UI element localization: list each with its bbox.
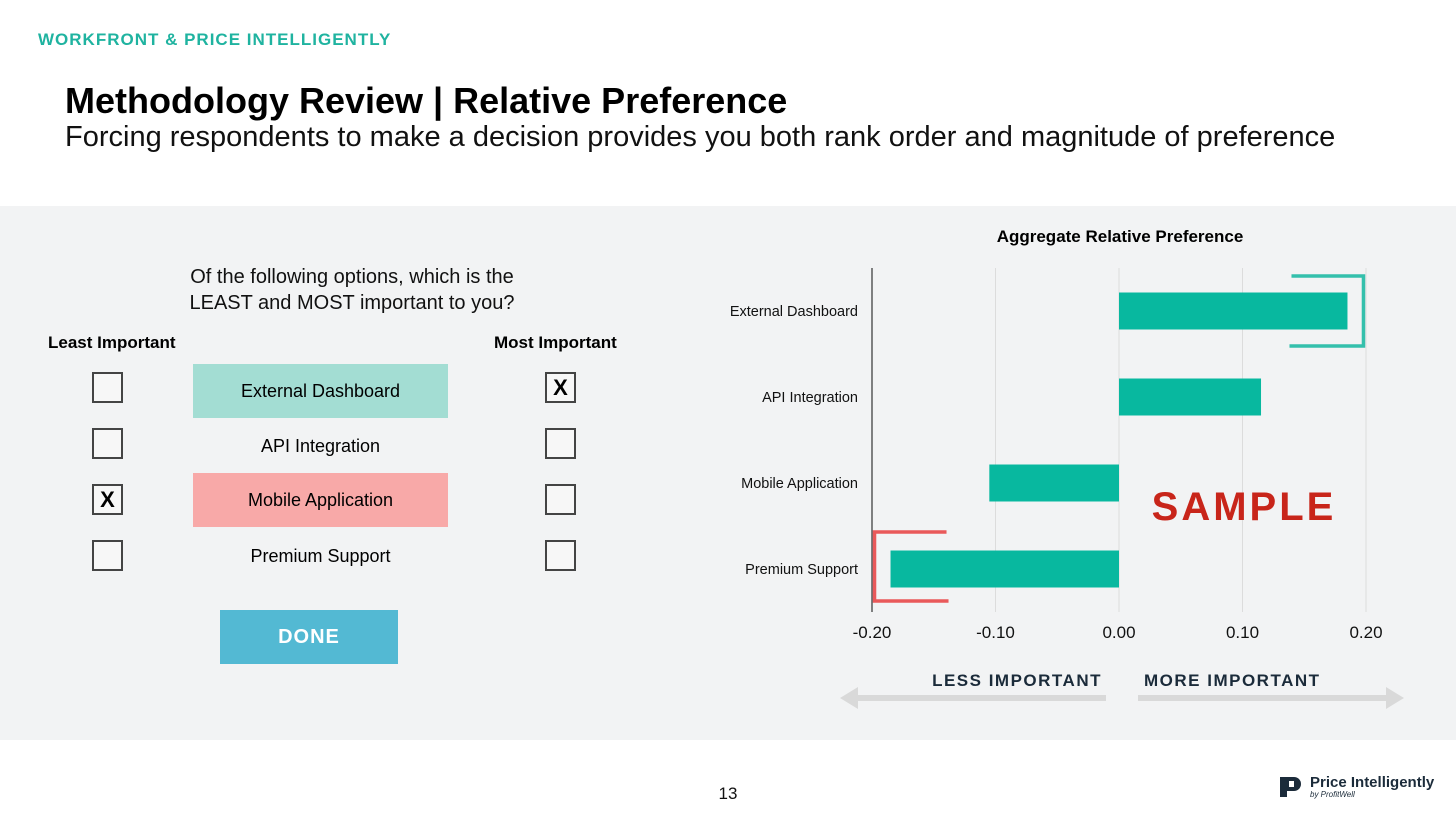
x-tick-label: 0.20 [1349, 623, 1382, 642]
more-important-label: MORE IMPORTANT [1144, 671, 1321, 690]
left-arrow-icon [840, 687, 1106, 709]
logo-sub: by ProfitWell [1310, 790, 1355, 799]
less-important-label: LESS IMPORTANT [932, 671, 1102, 690]
bar [989, 464, 1119, 502]
right-arrow-icon [1138, 687, 1404, 709]
survey-question: Of the following options, which is the L… [152, 264, 552, 316]
question-line-1: Of the following options, which is the [190, 266, 514, 288]
highlight-bracket-bottom [872, 530, 949, 603]
option-label: Premium Support [250, 545, 391, 566]
category-label: Premium Support [745, 562, 858, 578]
x-tick-label: -0.10 [976, 623, 1015, 642]
page-title: Methodology Review | Relative Preference [65, 80, 788, 121]
option-label: Mobile Application [193, 473, 448, 527]
least-checkbox[interactable] [92, 540, 123, 571]
page-subtitle: Forcing respondents to make a decision p… [65, 121, 1336, 153]
question-line-2: LEAST and MOST important to you? [189, 292, 515, 314]
least-checkbox[interactable] [92, 428, 123, 459]
most-checkbox[interactable] [545, 428, 576, 459]
most-important-header: Most Important [494, 333, 617, 352]
most-checkbox[interactable]: X [545, 372, 576, 403]
eyebrow: WORKFRONT & PRICE INTELLIGENTLY [38, 30, 392, 49]
highlight-bracket-top [1289, 274, 1366, 348]
least-checkbox[interactable] [92, 372, 123, 403]
logo-name: Price Intelligently [1310, 774, 1435, 791]
most-checkbox[interactable] [545, 484, 576, 515]
category-label: External Dashboard [730, 304, 858, 320]
relative-preference-chart: External Dashboard API Integration Mobile … [730, 268, 1404, 709]
x-tick-label: 0.10 [1226, 623, 1259, 642]
brand-logo: Price Intelligently by ProfitWell [1278, 774, 1434, 800]
least-checkbox[interactable]: X [92, 484, 123, 515]
most-checkbox[interactable] [545, 540, 576, 571]
bar [1119, 378, 1262, 416]
least-important-header: Least Important [48, 333, 176, 352]
done-button[interactable]: DONE [220, 610, 398, 664]
sample-watermark: SAMPLE [1152, 485, 1337, 529]
x-tick-label: 0.00 [1102, 623, 1135, 642]
page-number: 13 [718, 784, 738, 803]
option-label: External Dashboard [193, 364, 448, 418]
chart-title: Aggregate Relative Preference [996, 227, 1244, 246]
option-label: API Integration [260, 435, 381, 456]
category-label: API Integration [762, 390, 858, 406]
logo-mark-icon [1280, 777, 1301, 797]
x-tick-label: -0.20 [853, 623, 892, 642]
logo-text: Price Intelligently by ProfitWell [1310, 775, 1434, 799]
category-label: Mobile Application [741, 476, 858, 492]
bar [890, 550, 1119, 588]
bar [1119, 292, 1348, 330]
